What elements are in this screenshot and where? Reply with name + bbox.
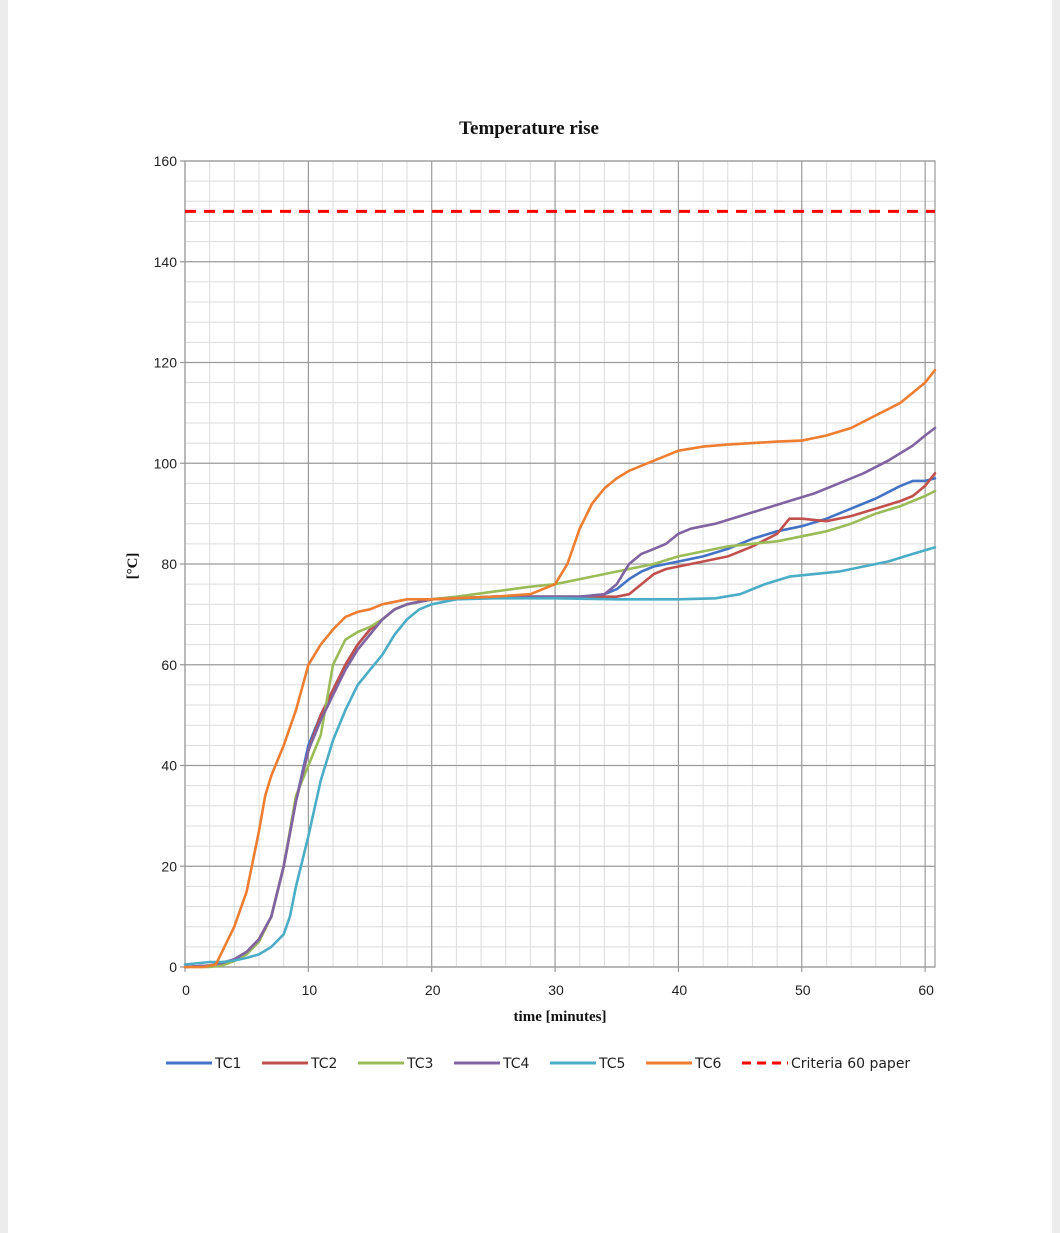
y-tick-label: 120 — [154, 355, 178, 371]
x-axis-title: time [minutes] — [514, 1009, 607, 1025]
y-tick-label: 160 — [154, 153, 178, 169]
series-line-tc6 — [183, 368, 937, 969]
legend: TC1 TC2 TC3 TC4 TC5 TC6 Criteria 60 paper — [166, 1056, 910, 1072]
ticks-layer: 0 20 40 60 80 100 120 140 160 0 10 20 30 40 50 60 — [154, 153, 934, 998]
series-line-tc1 — [183, 477, 937, 969]
legend-label: TC6 — [694, 1056, 722, 1072]
series-line-tc4 — [183, 426, 937, 969]
legend-label: TC5 — [598, 1056, 625, 1072]
chart-page: 0 20 40 60 80 100 120 140 160 0 10 20 30 40 50 60 Tempe… — [8, 0, 1052, 1233]
y-tick-label: 60 — [161, 657, 177, 673]
x-tick-label: 40 — [672, 982, 688, 998]
legend-label: TC2 — [310, 1056, 337, 1072]
series-line-tc2 — [183, 472, 937, 969]
chart-svg: 0 20 40 60 80 100 120 140 160 0 10 20 30 40 50 60 Tempe… — [125, 118, 937, 1072]
x-tick-label: 20 — [425, 982, 441, 998]
y-tick-label: 0 — [169, 959, 177, 975]
y-tick-label: 80 — [161, 556, 177, 572]
x-tick-label: 50 — [795, 982, 811, 998]
y-tick-label: 100 — [154, 455, 178, 471]
legend-label: TC4 — [502, 1056, 530, 1072]
legend-label: Criteria 60 paper — [791, 1056, 910, 1072]
y-tick-label: 140 — [154, 254, 178, 270]
x-tick-label: 60 — [918, 982, 934, 998]
y-axis-title: [°C] — [125, 553, 141, 580]
plot-area-border — [184, 160, 936, 968]
y-tick-label: 40 — [161, 758, 177, 774]
x-tick-label: 30 — [548, 982, 564, 998]
x-tick-label: 0 — [182, 982, 190, 998]
major-grid — [180, 160, 936, 972]
legend-label: TC1 — [214, 1056, 241, 1072]
series-line-tc3 — [183, 489, 937, 969]
series-layer — [183, 209, 937, 969]
chart-title: Temperature rise — [459, 118, 599, 139]
legend-label: TC3 — [406, 1056, 433, 1072]
x-tick-label: 10 — [302, 982, 318, 998]
y-tick-label: 20 — [161, 858, 177, 874]
series-line-tc5 — [183, 546, 937, 966]
